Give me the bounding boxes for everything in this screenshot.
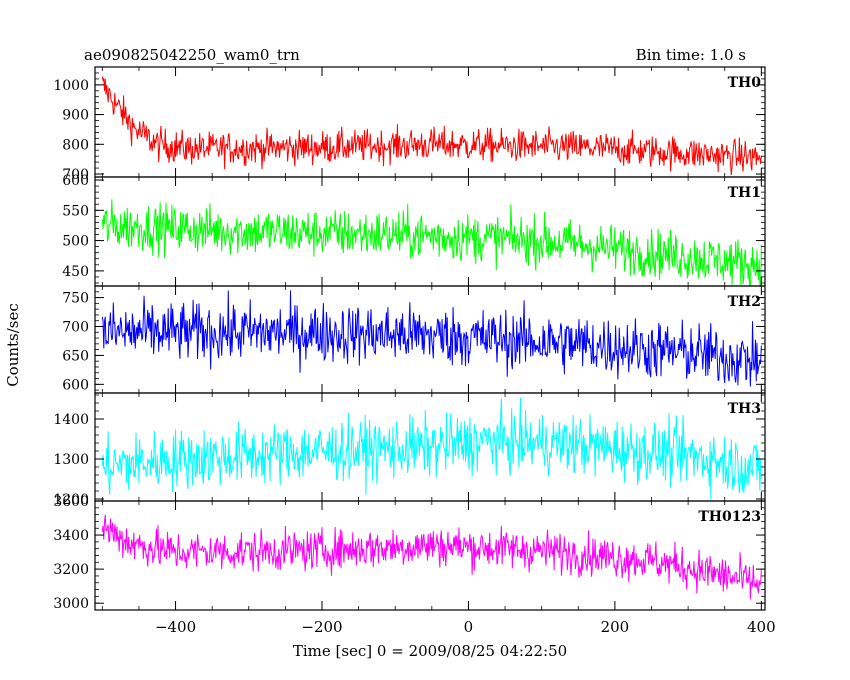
- x-tick-label: 200: [601, 618, 630, 636]
- y-axis-label: Counts/sec: [4, 303, 22, 387]
- y-tick-label: 3000: [53, 596, 89, 612]
- bin-time-label: Bin time: 1.0 s: [636, 46, 746, 64]
- y-tick-label: 700: [62, 167, 89, 183]
- panel-th0: 700 800 900 1000 TH0: [53, 66, 766, 183]
- y-tick-label: 500: [62, 234, 89, 250]
- panel-th0123: 3000 3200 3400 3600 TH0123: [53, 494, 766, 612]
- x-tick-label: 400: [747, 618, 776, 636]
- y-tick-label: 1300: [53, 452, 89, 468]
- panel-label: TH0: [728, 75, 762, 91]
- panel-th2: 600 650 700 750 TH2: [62, 285, 766, 394]
- y-tick-label: 650: [62, 348, 89, 364]
- y-tick-label: 3600: [53, 494, 89, 510]
- panel-label: TH1: [728, 185, 761, 201]
- y-tick-label: 800: [62, 137, 89, 153]
- x-tick-label: −200: [301, 618, 342, 636]
- y-tick-label: 3200: [53, 562, 89, 578]
- series-th0: [101, 76, 762, 176]
- y-tick-label: 450: [62, 264, 89, 280]
- panel-label: TH2: [728, 294, 761, 310]
- series-th3: [101, 397, 762, 500]
- panel-label: TH3: [728, 401, 761, 417]
- series-th2: [101, 290, 762, 387]
- series-th0123: [101, 514, 762, 600]
- y-tick-label: 700: [62, 319, 89, 335]
- panel-label: TH0123: [698, 509, 761, 525]
- y-tick-label: 600: [62, 377, 89, 393]
- x-tick-label: −400: [155, 618, 196, 636]
- y-tick-label: 1200: [53, 492, 89, 508]
- y-tick-label: 750: [62, 291, 89, 307]
- x-axis-label: Time [sec] 0 = 2009/08/25 04:22:50: [293, 642, 567, 660]
- series-th1: [101, 199, 762, 286]
- y-tick-label: 900: [62, 108, 89, 124]
- x-tick-label: 0: [464, 618, 474, 636]
- chart-title: ae090825042250_wam0_trn: [84, 46, 300, 64]
- y-tick-label: 550: [62, 203, 89, 219]
- panels-group: 700 800 900 1000 TH0 450 500 550 600 TH1 600 650 700…: [53, 66, 776, 636]
- y-tick-label: 1400: [53, 412, 89, 428]
- panel-th1: 450 500 550 600 TH1: [62, 173, 766, 287]
- y-tick-label: 3400: [53, 528, 89, 544]
- y-tick-label: 600: [62, 173, 89, 189]
- panel-th3: 1200 1300 1400 TH3: [53, 392, 766, 508]
- y-tick-label: 1000: [53, 78, 89, 94]
